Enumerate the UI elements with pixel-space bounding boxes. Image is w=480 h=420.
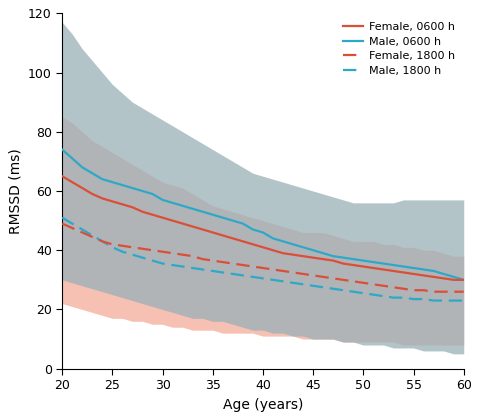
Legend: Female, 0600 h, Male, 0600 h, Female, 1800 h, Male, 1800 h: Female, 0600 h, Male, 0600 h, Female, 18… (340, 19, 458, 79)
X-axis label: Age (years): Age (years) (223, 398, 303, 412)
Y-axis label: RMSSD (ms): RMSSD (ms) (8, 148, 23, 234)
